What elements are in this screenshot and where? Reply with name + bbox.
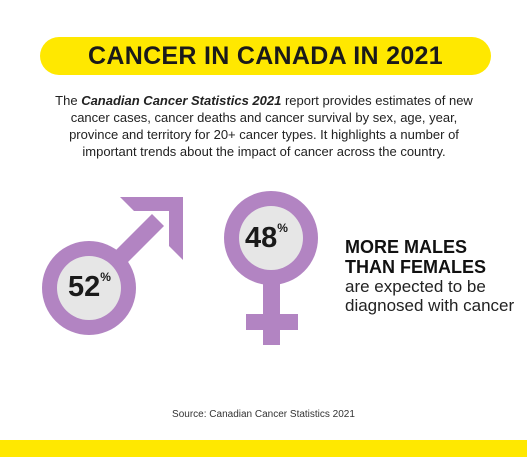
intro-paragraph: The Canadian Cancer Statistics 2021 repo…	[52, 92, 476, 160]
female-percentage: 48%	[245, 221, 288, 254]
caption-bold-line-2: THAN FEMALES	[345, 257, 486, 277]
male-symbol-icon	[42, 197, 183, 335]
bottom-accent-bar	[0, 440, 527, 457]
male-percentage: 52%	[68, 270, 111, 303]
title-banner: CANCER IN CANADA IN 2021	[40, 37, 491, 75]
caption: MORE MALES THAN FEMALES are expected to …	[345, 237, 520, 315]
male-percentage-unit: %	[100, 270, 111, 284]
report-name: Canadian Cancer Statistics 2021	[81, 93, 282, 108]
intro-suffix: report provides estimates of new cancer …	[69, 93, 473, 159]
page-title: CANCER IN CANADA IN 2021	[88, 41, 443, 70]
source-note: Source: Canadian Cancer Statistics 2021	[172, 409, 355, 420]
gender-symbols	[42, 191, 318, 345]
female-percentage-unit: %	[277, 221, 288, 235]
male-percentage-value: 52	[68, 271, 101, 303]
caption-rest: are expected to be diagnosed with cancer	[345, 277, 515, 315]
female-percentage-value: 48	[245, 222, 278, 254]
caption-bold-line-1: MORE MALES	[345, 237, 468, 257]
intro-prefix: The	[55, 93, 82, 108]
female-symbol-icon	[224, 191, 318, 345]
